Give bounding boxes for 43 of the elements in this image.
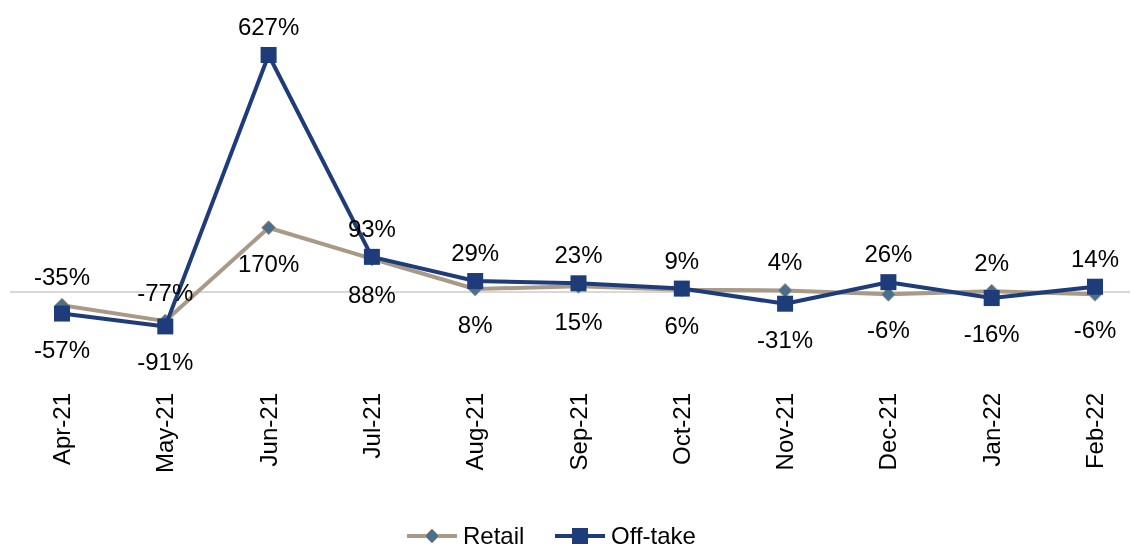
- point: [983, 290, 1000, 307]
- data-label: 14%: [1070, 244, 1120, 272]
- data-label: 627%: [237, 12, 300, 40]
- x-tick-label: Apr-21: [48, 393, 75, 466]
- data-label: 26%: [864, 240, 913, 268]
- data-label: -16%: [963, 320, 1020, 348]
- x-tick-label: Jan-22: [977, 393, 1005, 467]
- data-label: -35%: [33, 263, 91, 291]
- data-label: 9%: [664, 246, 700, 274]
- data-label: 8%: [457, 310, 493, 338]
- legend-label: Off-take: [611, 522, 696, 549]
- data-label: 88%: [347, 280, 396, 308]
- x-tick-label: Dec-21: [874, 393, 902, 471]
- data-label: 15%: [554, 308, 603, 336]
- data-label: -6%: [1073, 316, 1117, 344]
- point: [1087, 278, 1103, 295]
- point: [260, 46, 277, 63]
- x-tick-label: Jul-21: [357, 393, 385, 459]
- point: [777, 295, 794, 312]
- data-label: -6%: [867, 316, 910, 344]
- x-tick-label: May-21: [151, 393, 179, 474]
- data-label: -31%: [757, 325, 814, 353]
- x-tick-label: Nov-21: [771, 393, 799, 471]
- x-tick-label: Oct-21: [667, 393, 695, 466]
- x-tick-label: Aug-21: [461, 393, 489, 471]
- data-label: 170%: [237, 249, 300, 277]
- data-label: 4%: [767, 248, 803, 276]
- point: [54, 305, 70, 322]
- legend-label: Retail: [463, 522, 525, 549]
- data-label: 29%: [451, 239, 500, 267]
- point: [467, 273, 484, 290]
- x-tick-label: Feb-22: [1081, 393, 1108, 470]
- data-label: -57%: [33, 335, 91, 363]
- point: [777, 282, 793, 298]
- data-label: 2%: [974, 249, 1010, 277]
- point: [261, 220, 277, 236]
- point: [157, 318, 174, 335]
- point: [880, 274, 897, 291]
- data-label: 6%: [664, 311, 700, 339]
- data-label: -91%: [137, 348, 194, 376]
- data-label: 23%: [554, 241, 603, 269]
- x-tick-label: Jun-21: [254, 393, 282, 467]
- x-tick-label: Sep-21: [564, 393, 592, 471]
